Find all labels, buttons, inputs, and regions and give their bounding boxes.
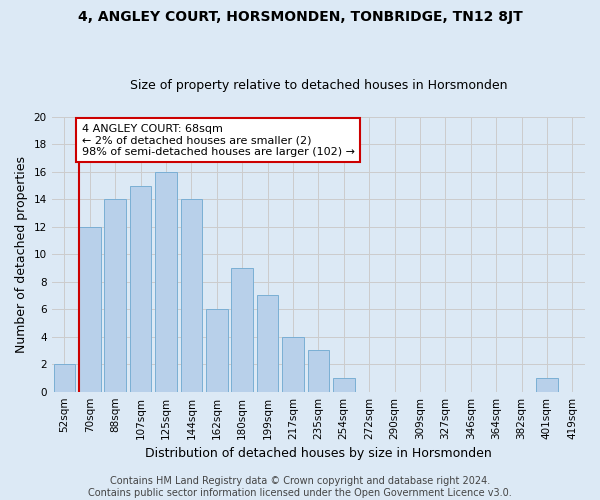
Text: 4, ANGLEY COURT, HORSMONDEN, TONBRIDGE, TN12 8JT: 4, ANGLEY COURT, HORSMONDEN, TONBRIDGE, …: [77, 10, 523, 24]
Bar: [130, 186, 151, 392]
Bar: [257, 296, 278, 392]
Bar: [232, 268, 253, 392]
X-axis label: Distribution of detached houses by size in Horsmonden: Distribution of detached houses by size …: [145, 447, 492, 460]
Title: Size of property relative to detached houses in Horsmonden: Size of property relative to detached ho…: [130, 79, 507, 92]
Bar: [104, 199, 126, 392]
Bar: [181, 199, 202, 392]
Bar: [206, 309, 227, 392]
Y-axis label: Number of detached properties: Number of detached properties: [15, 156, 28, 352]
Text: Contains HM Land Registry data © Crown copyright and database right 2024.
Contai: Contains HM Land Registry data © Crown c…: [88, 476, 512, 498]
Bar: [536, 378, 557, 392]
Bar: [282, 336, 304, 392]
Bar: [333, 378, 355, 392]
Bar: [53, 364, 75, 392]
Bar: [308, 350, 329, 392]
Text: 4 ANGLEY COURT: 68sqm
← 2% of detached houses are smaller (2)
98% of semi-detach: 4 ANGLEY COURT: 68sqm ← 2% of detached h…: [82, 124, 355, 157]
Bar: [79, 226, 101, 392]
Bar: [155, 172, 177, 392]
